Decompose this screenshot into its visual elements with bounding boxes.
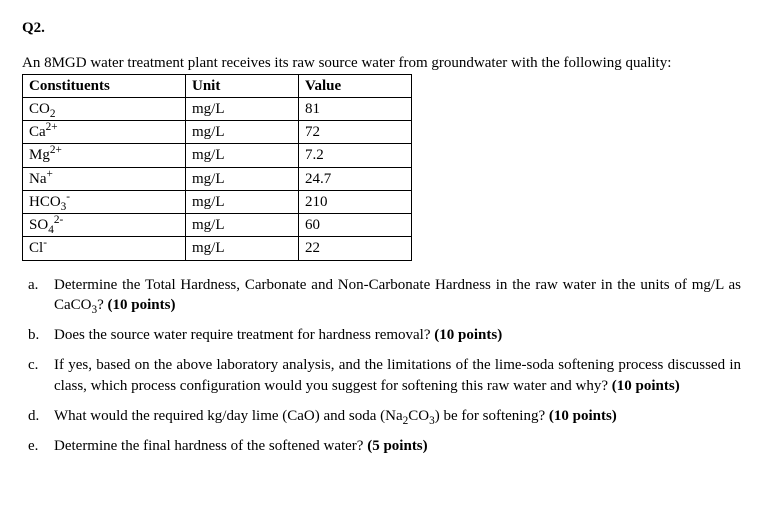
table-header-row: Constituents Unit Value xyxy=(23,74,412,97)
parts-list: a.Determine the Total Hardness, Carbonat… xyxy=(22,275,741,457)
cell-unit: mg/L xyxy=(186,167,299,190)
cell-unit: mg/L xyxy=(186,144,299,167)
table-row: HCO3-mg/L210 xyxy=(23,190,412,213)
intro-text: An 8MGD water treatment plant receives i… xyxy=(22,53,741,73)
cell-constituent: HCO3- xyxy=(23,190,186,213)
cell-value: 72 xyxy=(299,121,412,144)
part-item: e.Determine the final hardness of the so… xyxy=(22,436,741,456)
table-row: CO2mg/L81 xyxy=(23,97,412,120)
table-row: SO42-mg/L60 xyxy=(23,214,412,237)
part-item: a.Determine the Total Hardness, Carbonat… xyxy=(22,275,741,316)
cell-unit: mg/L xyxy=(186,97,299,120)
cell-constituent: Cl- xyxy=(23,237,186,260)
cell-unit: mg/L xyxy=(186,121,299,144)
header-unit: Unit xyxy=(186,74,299,97)
part-text: Determine the Total Hardness, Carbonate … xyxy=(54,275,741,316)
cell-value: 24.7 xyxy=(299,167,412,190)
cell-constituent: CO2 xyxy=(23,97,186,120)
part-item: c.If yes, based on the above laboratory … xyxy=(22,355,741,396)
table-body: CO2mg/L81Ca2+mg/L72Mg2+mg/L7.2Na+mg/L24.… xyxy=(23,97,412,260)
cell-value: 210 xyxy=(299,190,412,213)
cell-constituent: Na+ xyxy=(23,167,186,190)
part-letter: e. xyxy=(22,436,54,456)
cell-value: 7.2 xyxy=(299,144,412,167)
table-row: Na+mg/L24.7 xyxy=(23,167,412,190)
header-value: Value xyxy=(299,74,412,97)
cell-value: 60 xyxy=(299,214,412,237)
constituents-table: Constituents Unit Value CO2mg/L81Ca2+mg/… xyxy=(22,74,412,261)
part-letter: d. xyxy=(22,406,54,426)
table-row: Ca2+mg/L72 xyxy=(23,121,412,144)
part-text: Does the source water require treatment … xyxy=(54,325,741,345)
part-text: Determine the final hardness of the soft… xyxy=(54,436,741,456)
cell-unit: mg/L xyxy=(186,190,299,213)
header-constituents: Constituents xyxy=(23,74,186,97)
cell-unit: mg/L xyxy=(186,237,299,260)
cell-unit: mg/L xyxy=(186,214,299,237)
cell-constituent: Mg2+ xyxy=(23,144,186,167)
cell-value: 22 xyxy=(299,237,412,260)
part-text: What would the required kg/day lime (CaO… xyxy=(54,406,741,426)
part-letter: a. xyxy=(22,275,54,316)
cell-constituent: Ca2+ xyxy=(23,121,186,144)
question-number: Q2. xyxy=(22,18,741,38)
part-text: If yes, based on the above laboratory an… xyxy=(54,355,741,396)
table-row: Cl-mg/L22 xyxy=(23,237,412,260)
table-row: Mg2+mg/L7.2 xyxy=(23,144,412,167)
part-item: d.What would the required kg/day lime (C… xyxy=(22,406,741,426)
part-item: b.Does the source water require treatmen… xyxy=(22,325,741,345)
part-letter: b. xyxy=(22,325,54,345)
cell-constituent: SO42- xyxy=(23,214,186,237)
cell-value: 81 xyxy=(299,97,412,120)
part-letter: c. xyxy=(22,355,54,396)
